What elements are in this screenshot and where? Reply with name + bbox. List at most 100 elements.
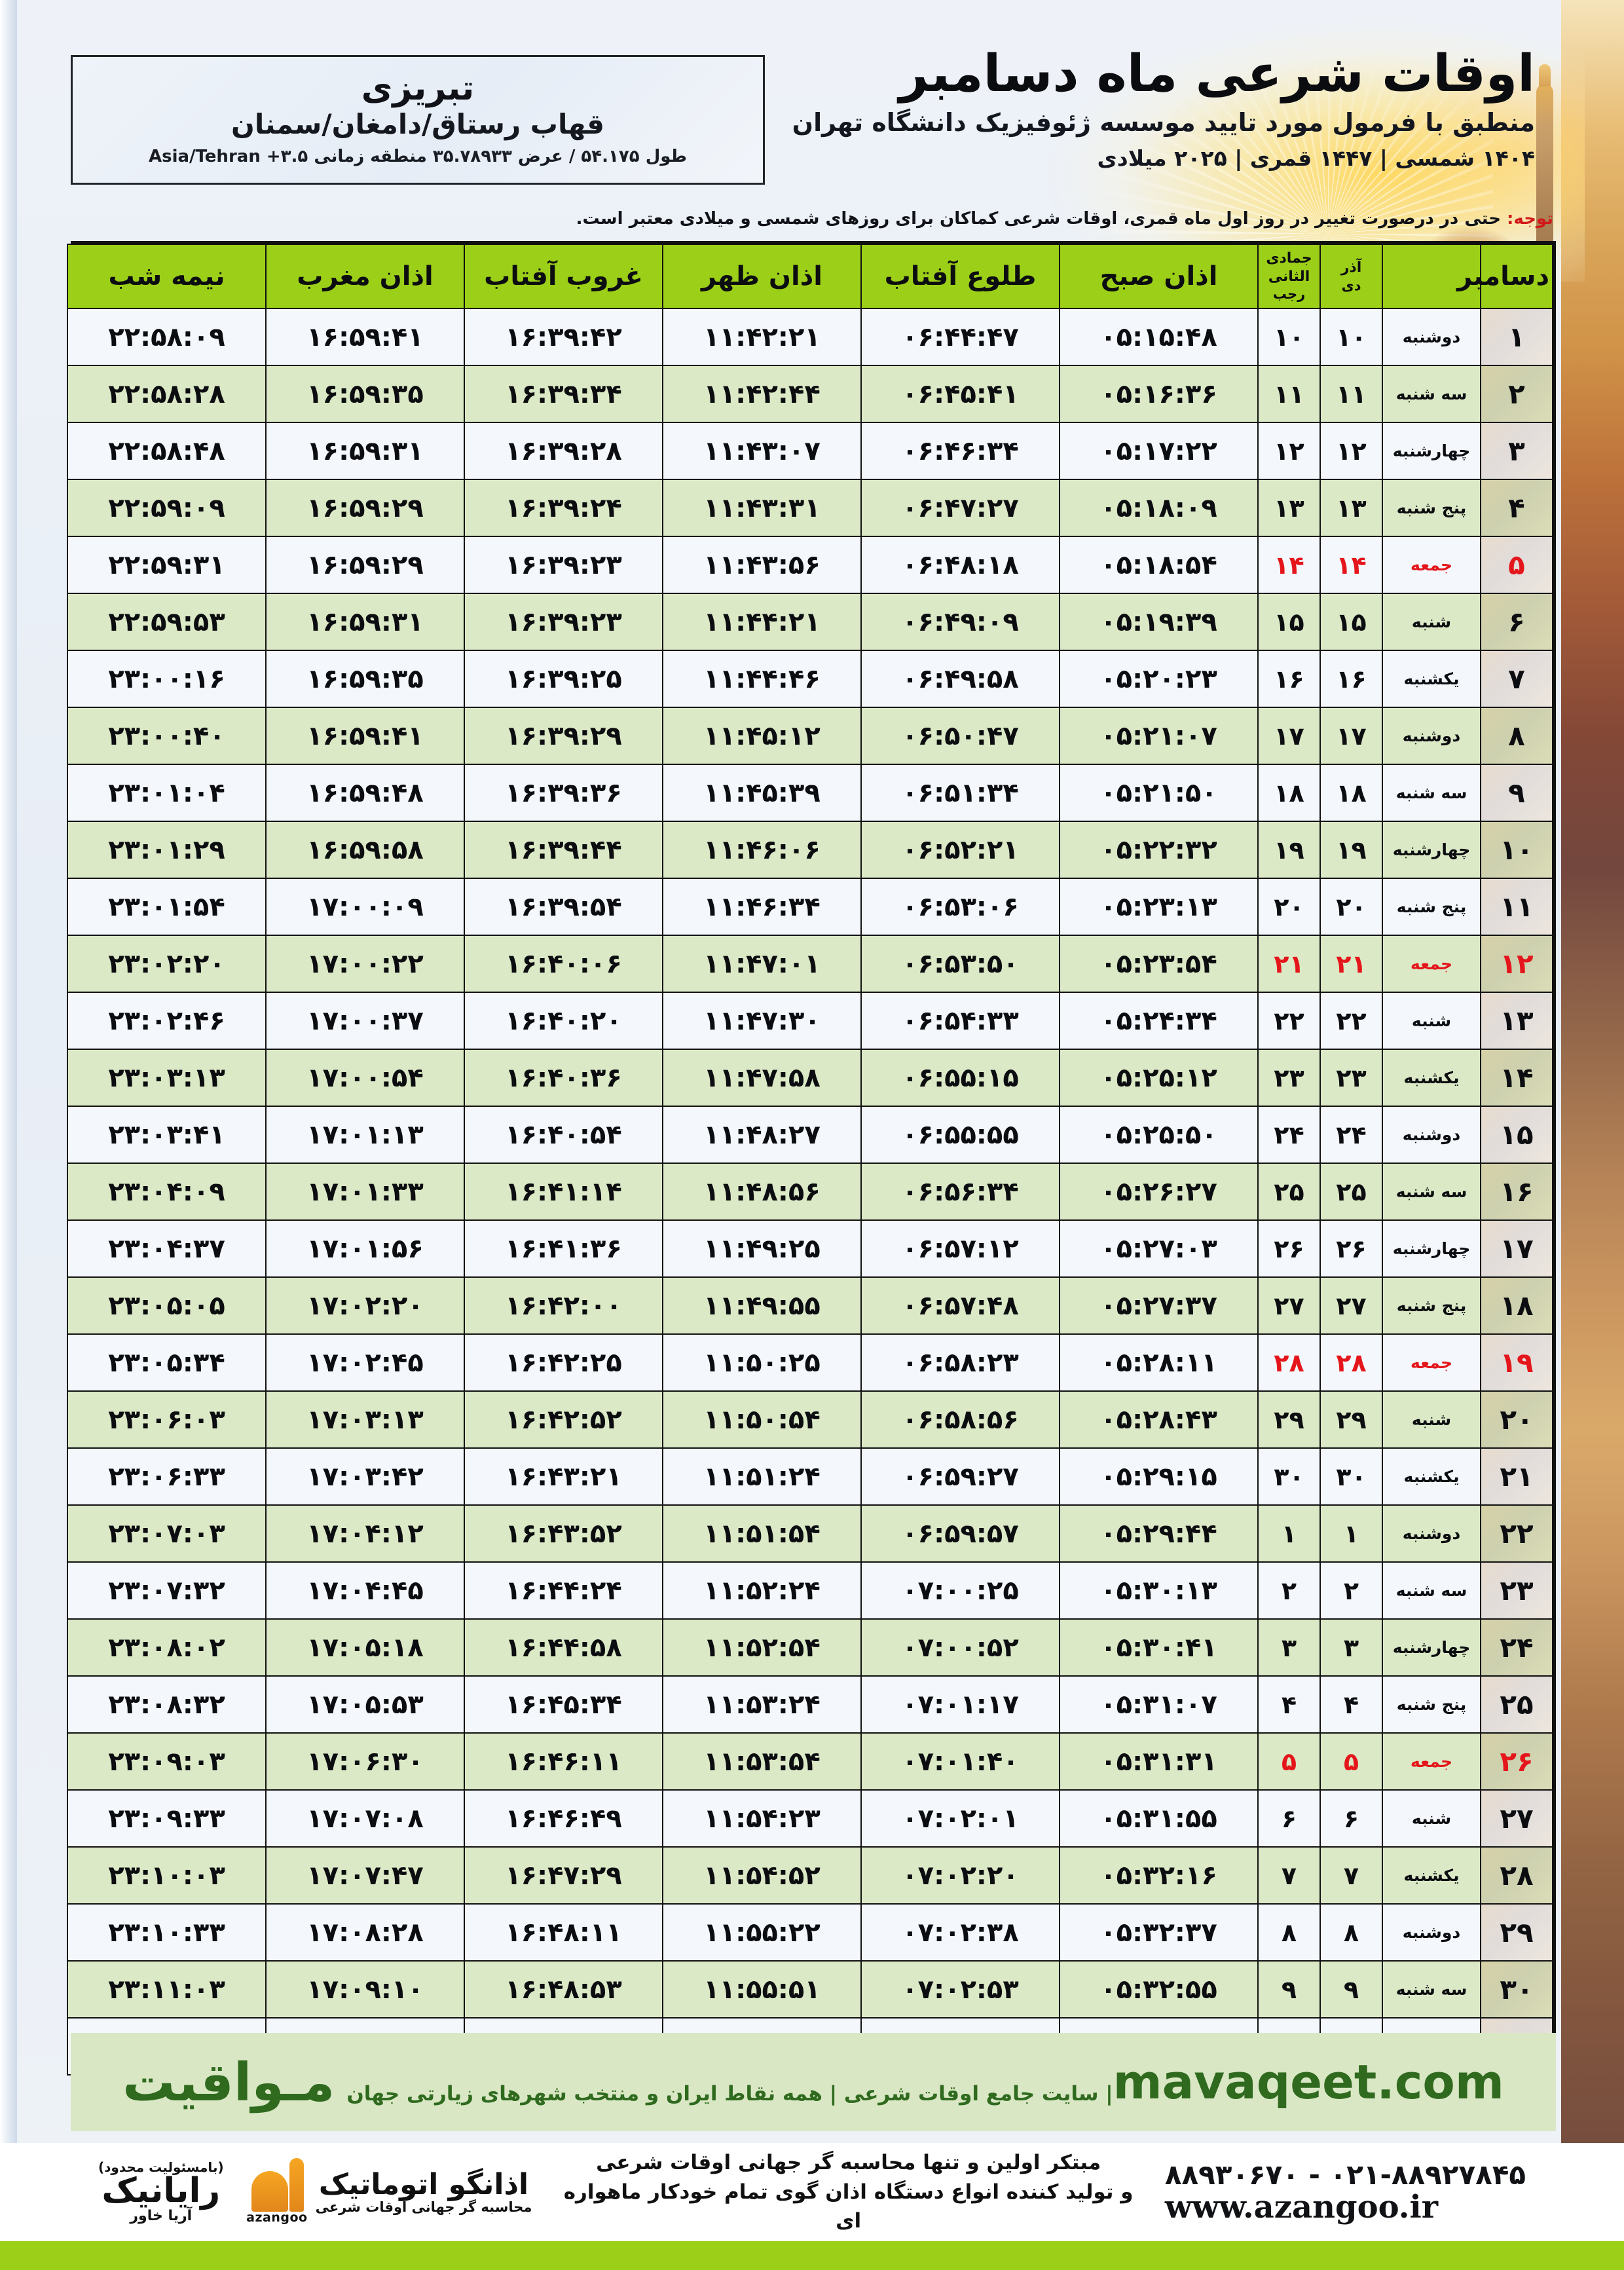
cell-maghrib-value: ۱۶:۵۹:۲۹ <box>306 549 424 580</box>
cell-weekday: شنبه <box>1382 992 1481 1050</box>
cell-maghrib-value: ۱۶:۵۹:۳۱ <box>306 436 424 466</box>
cell-sunrise-value: ۰۶:۴۴:۴۷ <box>902 322 1019 352</box>
cell-sunset: ۱۶:۴۵:۳۴ <box>464 1675 663 1734</box>
cell-shamsi-value: ۱۰ <box>1336 322 1367 352</box>
cell-day: ۲۴ <box>1480 1618 1553 1677</box>
cell-fajr-value: ۰۵:۳۲:۳۷ <box>1100 1917 1217 1948</box>
cell-weekday: سه شنبه <box>1382 1561 1481 1620</box>
cell-fajr: ۰۵:۳۱:۳۱ <box>1059 1732 1259 1791</box>
cell-shamsi: ۲۴ <box>1320 1106 1383 1164</box>
cell-noon-value: ۱۱:۴۹:۵۵ <box>703 1290 821 1321</box>
cell-maghrib-value: ۱۶:۵۹:۳۵ <box>306 379 424 409</box>
cell-hijri-value: ۲۹ <box>1274 1405 1304 1434</box>
cell-day-value: ۱ <box>1508 321 1525 353</box>
cell-sunset: ۱۶:۳۹:۲۳ <box>464 536 663 594</box>
cell-sunrise-value: ۰۶:۵۲:۲۱ <box>902 834 1019 865</box>
cell-day: ۳۰ <box>1480 1960 1553 2019</box>
table-row: ۲۴ چهارشنبه ۳ ۳ ۰۵:۳۰:۴۱ ۰۷:۰۰:۵۲ ۱۱:۵۲:۵۴ ۱۶:۴… <box>67 1618 1553 1677</box>
cell-midnight-value: ۲۲:۵۹:۰۹ <box>108 493 225 523</box>
table-body: ۱ دوشنبه ۱۰ ۱۰ ۰۵:۱۵:۴۸ ۰۶:۴۴:۴۷ ۱۱:۴۲:۲۱ ۱۶:۳۹… <box>67 308 1553 2075</box>
cell-shamsi-value: ۱۵ <box>1336 607 1367 637</box>
cell-shamsi: ۱ <box>1320 1504 1383 1563</box>
cell-sunset-value: ۱۶:۳۹:۲۴ <box>505 493 622 523</box>
cell-sunset: ۱۶:۴۲:۰۰ <box>464 1276 663 1335</box>
promo-tagline: | سایت جامع اوقات شرعی | همه نقاط ایران … <box>346 2081 1113 2106</box>
cell-hijri-value: ۶ <box>1281 1804 1297 1833</box>
promo-url[interactable]: mavaqeet.com <box>1113 2055 1504 2110</box>
cell-midnight-value: ۲۳:۰۲:۲۰ <box>108 948 225 979</box>
cell-sunrise: ۰۷:۰۰:۲۵ <box>860 1561 1060 1620</box>
note-line: توجه: حتی در درصورت تغییر در روز اول ماه… <box>67 208 1553 231</box>
cell-weekday-value: چهارشنبه <box>1392 840 1471 859</box>
cell-weekday-value: پنج شنبه <box>1396 897 1467 916</box>
cell-sunset: ۱۶:۳۹:۲۵ <box>464 650 663 708</box>
cell-midnight-value: ۲۳:۱۱:۰۳ <box>108 1974 225 2005</box>
cell-hijri-value: ۳ <box>1281 1633 1297 1662</box>
cell-noon: ۱۱:۴۶:۰۶ <box>662 821 862 879</box>
cell-weekday-value: یکشنبه <box>1403 1068 1460 1087</box>
cell-noon: ۱۱:۵۲:۵۴ <box>662 1618 862 1677</box>
cell-maghrib-value: ۱۷:۰۱:۳۳ <box>306 1176 424 1207</box>
cell-hijri: ۱ <box>1257 1504 1321 1563</box>
cell-sunset-value: ۱۶:۳۹:۲۹ <box>505 720 622 751</box>
cell-day-value: ۲۴ <box>1500 1631 1534 1664</box>
cell-sunset: ۱۶:۴۷:۲۹ <box>464 1846 663 1905</box>
table-row: ۲۸ یکشنبه ۷ ۷ ۰۵:۳۲:۱۶ ۰۷:۰۲:۲۰ ۱۱:۵۴:۵۲ ۱۶:۴۷:… <box>67 1846 1553 1905</box>
cell-noon: ۱۱:۵۵:۲۲ <box>662 1903 862 1962</box>
cell-midnight: ۲۳:۰۹:۰۳ <box>67 1732 267 1791</box>
cell-noon-value: ۱۱:۵۳:۲۴ <box>703 1689 821 1720</box>
page-title: اوقات شرعی ماه دسامبر <box>898 45 1535 103</box>
footer-website[interactable]: www.azangoo.ir <box>1164 2188 1438 2225</box>
cell-sunset-value: ۱۶:۳۹:۳۴ <box>505 379 622 409</box>
cell-shamsi: ۳ <box>1320 1618 1383 1677</box>
cell-hijri: ۲ <box>1257 1561 1321 1620</box>
cell-noon: ۱۱:۴۵:۱۲ <box>662 707 862 765</box>
table-row: ۲۷ شنبه ۶ ۶ ۰۵:۳۱:۵۵ ۰۷:۰۲:۰۱ ۱۱:۵۴:۲۳ ۱۶:۴۶:۴۹… <box>67 1789 1553 1848</box>
azangoo-logo-sub: محاسبه گر جهانی اوقات شرعی <box>315 2199 532 2216</box>
cell-maghrib: ۱۷:۰۳:۴۲ <box>265 1447 465 1506</box>
cell-midnight: ۲۳:۰۱:۵۴ <box>67 878 267 936</box>
cell-sunset-value: ۱۶:۳۹:۲۳ <box>505 606 622 637</box>
cell-noon: ۱۱:۵۵:۵۱ <box>662 1960 862 2019</box>
cell-day-value: ۲۱ <box>1500 1461 1534 1493</box>
cell-sunrise: ۰۶:۵۵:۵۵ <box>860 1106 1060 1164</box>
cell-shamsi: ۲۶ <box>1320 1219 1383 1278</box>
cell-midnight-value: ۲۳:۰۴:۳۷ <box>108 1233 225 1264</box>
cell-day: ۱۰ <box>1480 821 1553 879</box>
cell-maghrib: ۱۷:۰۹:۱۰ <box>265 1960 465 2019</box>
cell-sunset: ۱۶:۴۱:۱۴ <box>464 1163 663 1221</box>
cell-weekday: شنبه <box>1382 1789 1481 1848</box>
cell-weekday-value: سه شنبه <box>1395 1182 1467 1201</box>
cell-hijri: ۷ <box>1257 1846 1321 1905</box>
table-row: ۸ دوشنبه ۱۷ ۱۷ ۰۵:۲۱:۰۷ ۰۶:۵۰:۴۷ ۱۱:۴۵:۱۲ ۱۶:۳۹… <box>67 707 1553 765</box>
cell-day-value: ۱۴ <box>1500 1062 1534 1094</box>
cell-sunrise: ۰۶:۵۲:۲۱ <box>860 821 1060 879</box>
note-text: حتی در درصورت تغییر در روز اول ماه قمری،… <box>576 209 1507 229</box>
location-box: تبریزی قهاب رستاق/دامغان/سمنان طول ۵۴.۱۷… <box>71 55 765 185</box>
location-coordinates: طول ۵۴.۱۷۵ / عرض ۳۵.۷۸۹۳۳ منطقه زمانی ۳.… <box>148 147 688 167</box>
cell-noon-value: ۱۱:۴۲:۴۴ <box>703 379 821 409</box>
cell-midnight-value: ۲۳:۰۵:۳۴ <box>108 1347 225 1378</box>
cell-hijri-value: ۲۶ <box>1274 1234 1304 1263</box>
cell-fajr-value: ۰۵:۱۷:۲۲ <box>1100 436 1217 466</box>
cell-noon-value: ۱۱:۴۴:۲۱ <box>703 606 821 637</box>
cell-noon-value: ۱۱:۴۸:۵۶ <box>703 1176 821 1207</box>
cell-maghrib: ۱۶:۵۹:۲۹ <box>265 536 465 594</box>
cell-sunrise: ۰۶:۵۶:۳۴ <box>860 1163 1060 1221</box>
cell-shamsi-value: ۱۹ <box>1336 835 1367 865</box>
cell-hijri-value: ۲۷ <box>1274 1291 1304 1320</box>
cell-sunrise: ۰۷:۰۰:۵۲ <box>860 1618 1060 1677</box>
cell-weekday: پنج شنبه <box>1382 1675 1481 1734</box>
cell-hijri-value: ۹ <box>1281 1975 1297 2004</box>
cell-weekday: دوشنبه <box>1382 1504 1481 1563</box>
azangoo-arch-shape <box>251 2171 288 2212</box>
cell-sunrise: ۰۶:۴۴:۴۷ <box>860 308 1060 366</box>
table-row: ۵ جمعه ۱۴ ۱۴ ۰۵:۱۸:۵۴ ۰۶:۴۸:۱۸ ۱۱:۴۳:۵۶ ۱۶:۳۹:۲… <box>67 536 1553 594</box>
promo-text-group: | سایت جامع اوقات شرعی | همه نقاط ایران … <box>122 2052 1113 2113</box>
cell-shamsi: ۲ <box>1320 1561 1383 1620</box>
cell-noon-value: ۱۱:۵۲:۵۴ <box>703 1632 821 1663</box>
table-row: ۲۳ سه شنبه ۲ ۲ ۰۵:۳۰:۱۳ ۰۷:۰۰:۲۵ ۱۱:۵۲:۲۴ ۱۶:۴۴… <box>67 1561 1553 1620</box>
cell-day-value: ۲۸ <box>1500 1859 1534 1891</box>
cell-maghrib: ۱۷:۰۲:۲۰ <box>265 1276 465 1335</box>
cell-weekday: جمعه <box>1382 1732 1481 1791</box>
